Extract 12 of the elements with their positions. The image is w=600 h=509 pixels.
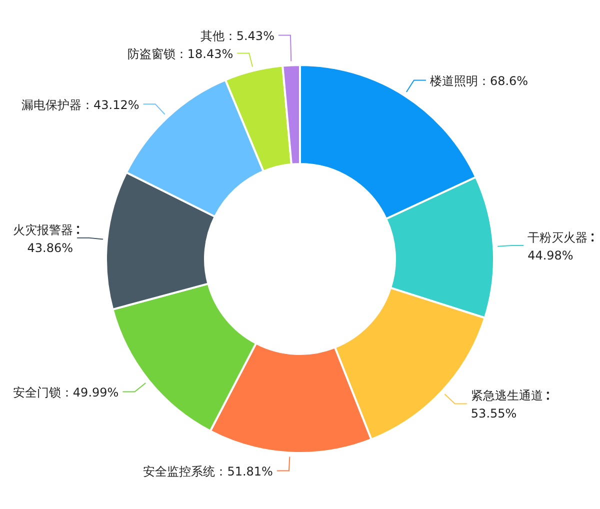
- slice-label: 其他：5.43%: [200, 29, 274, 44]
- slice-label: 安全门锁：49.99%: [12, 386, 119, 400]
- slice-label: 漏电保护器：43.12%: [22, 98, 140, 112]
- data-label: 44.98%: [528, 248, 574, 262]
- slice-label: 防盗窗锁：18.43%: [127, 47, 234, 62]
- data-label: 53.55%: [470, 406, 517, 421]
- slice-label: 火灾报警器: [13, 222, 74, 237]
- slice-label: 紧急逃生通道: [470, 388, 543, 403]
- data-label: 43.86%: [27, 240, 74, 255]
- slice-label: 楼道照明：68.6%: [430, 74, 528, 88]
- slice-label: 安全监控系统：51.81%: [143, 464, 273, 479]
- slice-label: 干粉灭火器: [528, 230, 588, 244]
